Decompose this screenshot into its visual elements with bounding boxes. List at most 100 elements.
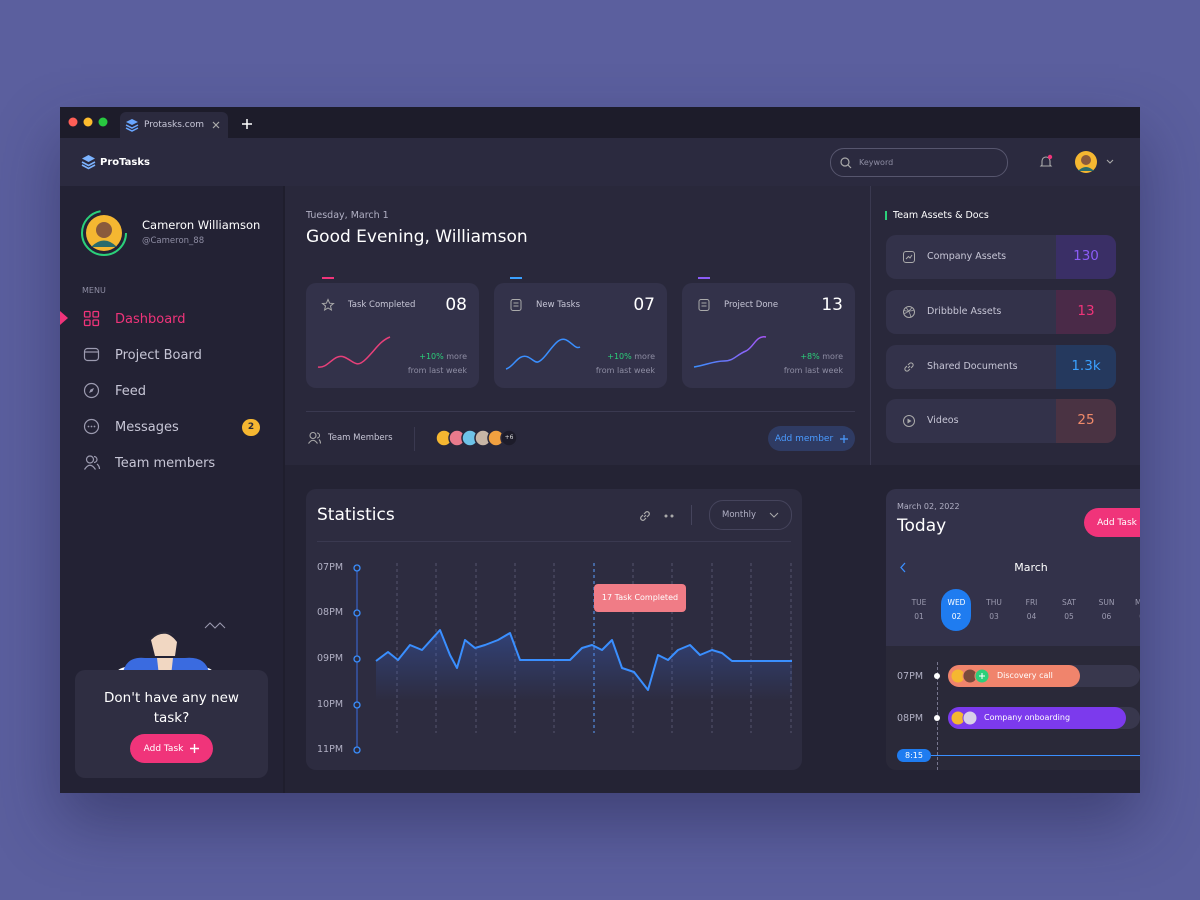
prev-month[interactable] [900,562,906,573]
day-name: FRI [1025,598,1038,607]
asset-label: Videos [927,415,959,426]
statistics-card: Statistics Monthly 07PM 08PM 09PM [306,489,802,770]
stat-icon [321,298,335,312]
asset-count: 25 [1056,399,1116,443]
search-box[interactable]: Keyword [830,148,1008,177]
app-window: Protasks.com ProTasks Keyword Cameron Wi… [60,107,1140,793]
divider [306,411,855,412]
stat-card: Project Done 13 +8% more from last week [682,277,855,388]
change-note: more [634,352,655,361]
now-marker: 8:15 [897,749,931,762]
asset-count: 13 [1056,290,1116,334]
event-label: Company onboarding [984,713,1071,722]
chart-tooltip: 17 Task Completed [594,584,686,612]
asset-icon [904,362,914,372]
event-label: Discovery call [997,671,1053,680]
plus-icon [840,434,849,443]
user-avatar[interactable] [1075,151,1120,173]
event[interactable]: Discovery call [948,665,1080,687]
button-label: Add member [774,433,834,444]
y-label: 10PM [317,699,344,710]
change-value: +10% [607,352,632,361]
event[interactable]: Company onboarding [948,707,1126,729]
y-label: 08PM [317,607,344,618]
sidebar: Cameron Williamson @Cameron_88 MENU Dash… [60,186,283,793]
stat-change: +10% more [419,353,467,361]
tab-icon [125,119,139,132]
menu-item[interactable]: Feed [83,382,264,400]
menu-item[interactable]: Team members [83,454,264,472]
day-name: MON [1135,598,1140,607]
divider [317,541,791,542]
app-header: ProTasks Keyword [60,138,1140,186]
change-value: +8% [800,352,820,361]
asset-item[interactable]: Dribbble Assets 13 [886,290,1116,334]
stat-note: from last week [407,366,467,375]
stat-card: Task Completed 08 +10% more from last we… [306,277,479,388]
greeting-title: Good Evening, Williamson [306,227,528,247]
link-icon[interactable] [638,509,652,523]
y-label: 09PM [317,653,344,664]
brand: ProTasks [100,157,150,168]
assets-title: Team Assets & Docs [893,210,989,221]
stat-label: Task Completed [348,300,416,310]
selected-day [941,589,971,631]
day-number: 04 [1026,612,1037,621]
event-avatars [950,710,978,726]
new-tab[interactable] [242,119,252,129]
asset-icon [903,415,915,427]
day-name: SUN [1098,598,1115,607]
time-label: 07PM [897,671,924,682]
asset-item[interactable]: Videos 25 [886,399,1116,443]
card-accent [322,277,334,279]
day-name: WED [947,598,966,607]
day-name: TUE [911,598,927,607]
notification-bell[interactable] [1039,154,1053,169]
chevron [769,512,779,518]
period-dropdown[interactable]: Monthly [709,500,792,530]
menu-title: MENU [82,286,106,295]
menu-icon [83,310,100,327]
search-icon [840,157,852,169]
more-icon[interactable] [664,514,674,518]
event-avatars [950,668,990,684]
day-number: 02 [951,612,962,621]
asset-item[interactable]: Company Assets 130 [886,235,1116,279]
statistics-plot [353,563,792,754]
tab-close[interactable] [212,121,220,129]
promo-add-task-button[interactable]: Add Task [130,734,213,763]
divider [691,505,692,525]
active-indicator [60,311,68,325]
profile-handle: @Cameron_88 [142,236,205,246]
search-placeholder: Keyword [859,158,894,167]
add-task-button[interactable]: Add Task [1084,508,1140,537]
add-member-button[interactable]: Add member [768,426,855,451]
stat-value: 13 [821,295,843,315]
day-name: SAT [1061,598,1077,607]
browser-tab[interactable]: Protasks.com [120,112,228,138]
menu-label: Team members [115,456,216,471]
menu-icon [83,382,100,399]
logo-icon [81,155,96,170]
today-card: March 02, 2022 Today Add Task March TUE 0… [886,489,1140,770]
menu-item[interactable]: Messages 2 [83,418,264,436]
y-label: 07PM [317,562,344,573]
stat-label: New Tasks [536,300,581,310]
change-note: more [446,352,467,361]
lower-section: Statistics Monthly 07PM 08PM 09PM [285,465,1140,793]
change-note: more [822,352,843,361]
team-label: Team Members [328,433,393,443]
button-label: Add Task [1097,517,1137,528]
menu-item[interactable]: Dashboard [83,310,264,328]
stat-label: Project Done [724,300,779,310]
now-line [931,755,1140,756]
change-value: +10% [419,352,444,361]
team-avatars [435,429,518,447]
menu-item[interactable]: Project Board [83,346,264,364]
menu-label: Feed [115,384,147,399]
sparkline [317,336,391,368]
y-label: 11PM [317,744,344,755]
asset-item[interactable]: Shared Documents 1.3k [886,345,1116,389]
day-number: 05 [1064,612,1074,621]
